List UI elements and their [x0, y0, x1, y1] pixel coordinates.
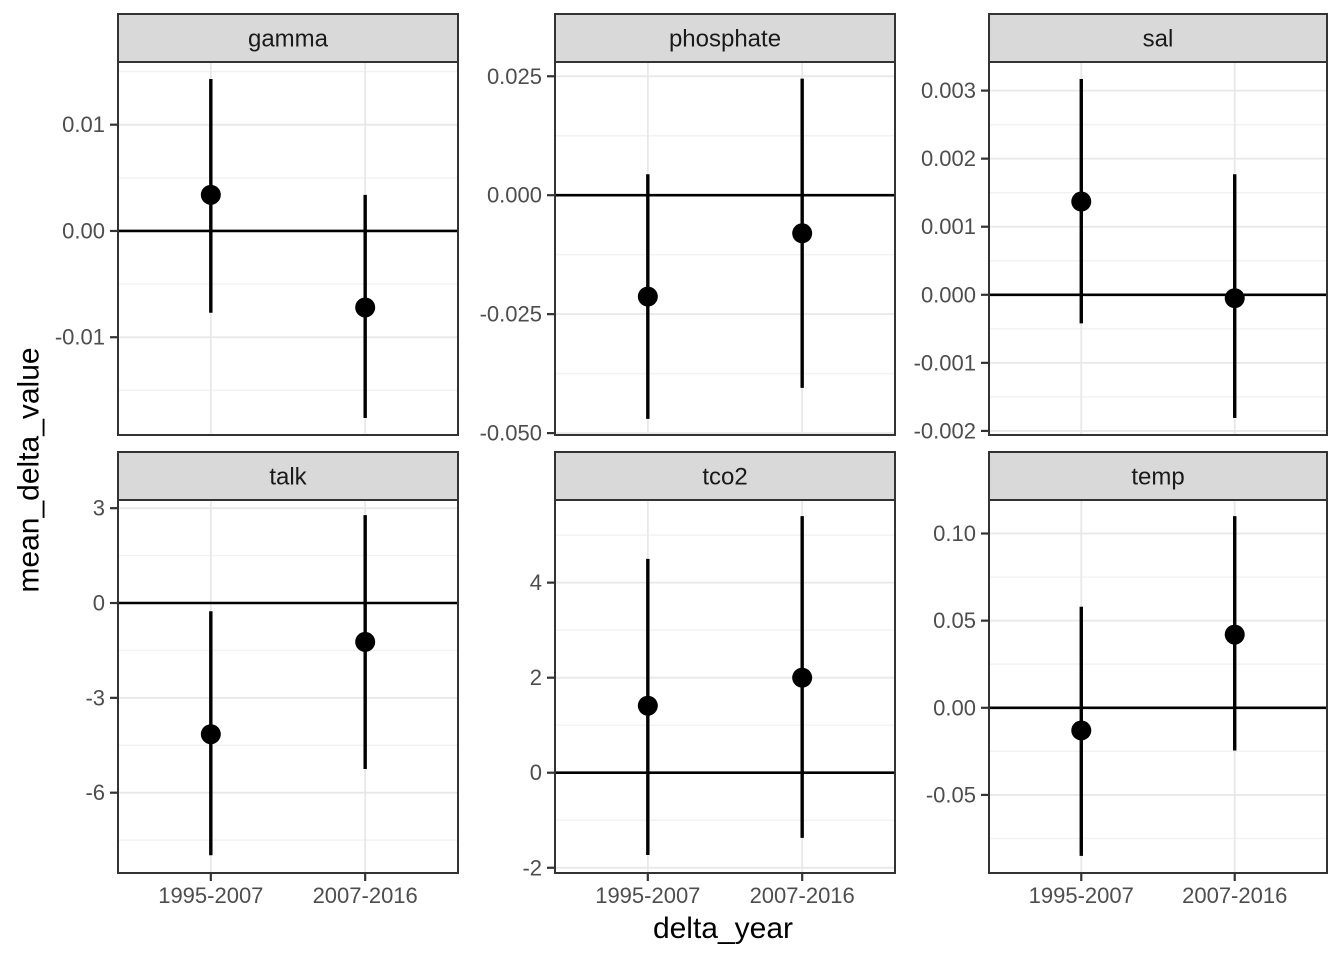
y-tick-label: -2 — [522, 855, 542, 880]
facet-title-talk: talk — [269, 464, 307, 491]
panel-background — [555, 62, 895, 435]
facet-strip — [988, 13, 1328, 63]
y-tick-label: -6 — [85, 780, 105, 805]
facet-strip — [117, 451, 459, 501]
panel-background — [555, 499, 895, 873]
facet-tco2: tco2 4 2 0 -2 1995-2007 2007-2016 — [522, 451, 896, 908]
y-tick-label: -0.050 — [480, 421, 542, 446]
point-2007-2016 — [1224, 624, 1245, 645]
point-1995-2007 — [200, 724, 221, 745]
point-1995-2007 — [637, 695, 658, 716]
y-tick-label: 0.002 — [921, 146, 976, 171]
panel-background — [989, 62, 1327, 435]
facet-temp: temp 0.10 0.05 0.00 -0.05 1995-2007 2007-2016 — [926, 451, 1328, 908]
facet-title-temp: temp — [1131, 464, 1184, 491]
facet-sal: sal 0.003 0.002 0.001 0.000 -0.001 -0.002 — [914, 13, 1328, 443]
y-tick-label: 0.00 — [62, 218, 105, 243]
facet-title-phosphate: phosphate — [669, 26, 781, 53]
y-tick-label: -0.05 — [926, 782, 976, 807]
facet-title-gamma: gamma — [248, 26, 329, 53]
y-tick-label: 3 — [93, 496, 105, 521]
y-tick-label: 0.10 — [933, 521, 976, 546]
point-1995-2007 — [1071, 191, 1092, 212]
point-2007-2016 — [792, 223, 813, 244]
point-2007-2016 — [355, 297, 376, 318]
facet-strip — [988, 451, 1328, 501]
y-tick-label: 0.05 — [933, 608, 976, 633]
y-tick-label: 0.025 — [487, 64, 542, 89]
point-2007-2016 — [1224, 288, 1245, 309]
point-2007-2016 — [355, 631, 376, 652]
y-tick-label: 4 — [530, 570, 542, 595]
y-tick-label: 0 — [93, 591, 105, 616]
panel-background — [118, 62, 458, 435]
panel-background — [118, 499, 458, 873]
y-tick-label: -0.002 — [914, 418, 976, 443]
x-tick-label: 1995-2007 — [595, 883, 700, 908]
facet-layer: gamma0.010.00-0.01phosphate0.0250.000-0.… — [55, 13, 1328, 908]
point-2007-2016 — [792, 667, 813, 688]
facet-title-tco2: tco2 — [702, 464, 747, 491]
y-tick-label: 0 — [530, 760, 542, 785]
y-tick-label: -3 — [85, 685, 105, 710]
y-tick-label: 0.00 — [933, 695, 976, 720]
x-tick-label: 2007-2016 — [313, 883, 418, 908]
y-tick-label: 0.000 — [921, 282, 976, 307]
facet-title-sal: sal — [1143, 26, 1174, 53]
facet-phosphate: phosphate 0.025 0.000 -0.025 -0.050 — [480, 13, 896, 446]
y-tick-label: 0.01 — [62, 112, 105, 137]
y-tick-label: -0.001 — [914, 350, 976, 375]
facet-strip — [554, 451, 896, 501]
x-tick-label: 1995-2007 — [1029, 883, 1134, 908]
x-tick-label: 2007-2016 — [750, 883, 855, 908]
facet-gamma: gamma 0.01 0.00 -0.01 — [55, 13, 459, 436]
facet-talk: talk 3 0 -3 -6 1995-2007 2007-2016 — [85, 451, 459, 908]
y-tick-label: 0.003 — [921, 78, 976, 103]
point-1995-2007 — [200, 184, 221, 205]
y-tick-label: 0.001 — [921, 214, 976, 239]
y-tick-label: 0.000 — [487, 183, 542, 208]
facet-strip — [554, 13, 896, 63]
x-tick-label: 1995-2007 — [158, 883, 263, 908]
point-1995-2007 — [637, 286, 658, 307]
point-1995-2007 — [1071, 720, 1092, 741]
y-tick-label: -0.01 — [55, 325, 105, 350]
panel-background — [989, 499, 1327, 873]
x-tick-label: 2007-2016 — [1182, 883, 1287, 908]
facet-strip — [117, 13, 459, 63]
x-axis-title: delta_year — [653, 912, 793, 945]
y-axis-title: mean_delta_value — [13, 347, 46, 592]
y-tick-label: 2 — [530, 665, 542, 690]
y-tick-label: -0.025 — [480, 302, 542, 327]
